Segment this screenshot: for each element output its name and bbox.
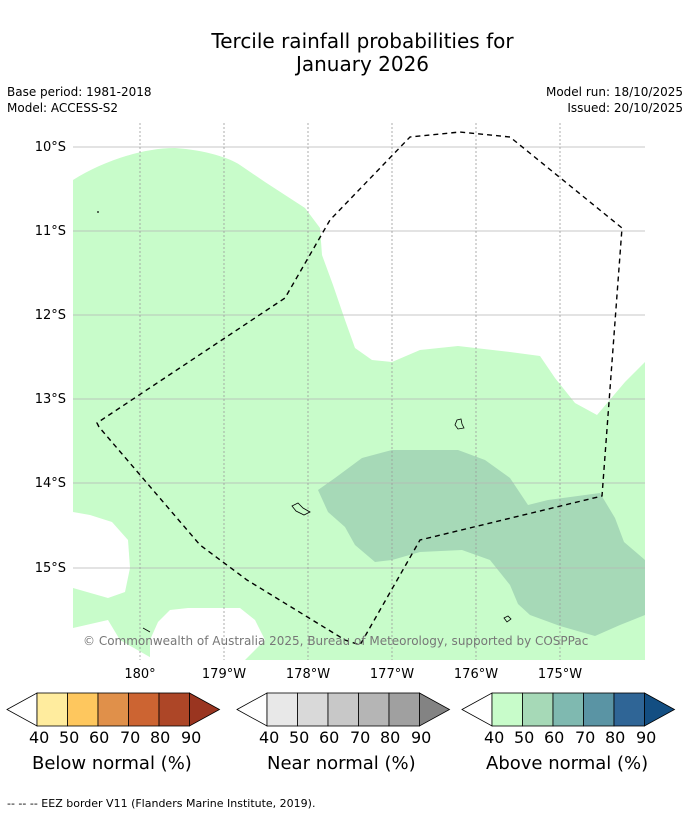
white-area-west — [73, 512, 130, 598]
lon-label: 177°W — [370, 667, 414, 682]
colorbar-below-normal — [6, 692, 221, 727]
lat-label: 13°S — [35, 392, 66, 407]
cb-tick: 60 — [89, 728, 110, 747]
cb-tick: 60 — [319, 728, 340, 747]
white-area-south — [150, 608, 265, 660]
lat-label: 14°S — [35, 476, 66, 491]
lon-label: 179°W — [202, 667, 246, 682]
colorbar-caption-above: Above normal (%) — [486, 753, 649, 774]
colorbar-segment — [97, 692, 129, 727]
colorbar-segment — [613, 692, 645, 727]
colorbar-segment — [36, 692, 68, 727]
cb-tick: 80 — [605, 728, 626, 747]
colorbar-caption-near: Near normal (%) — [267, 753, 416, 774]
colorbar-segment — [158, 692, 190, 727]
issued-date: Issued: 20/10/2025 — [567, 101, 683, 115]
cb-tick: 70 — [350, 728, 371, 747]
cb-tick: 40 — [29, 728, 50, 747]
lat-label: 12°S — [35, 308, 66, 323]
island-dot-icon — [97, 211, 99, 213]
colorbar-segment — [491, 692, 523, 727]
colorbar-segment — [297, 692, 329, 727]
title-line-2: January 2026 — [295, 52, 430, 76]
cb-tick: 40 — [484, 728, 505, 747]
colorbar-segment — [388, 692, 420, 727]
meridians — [139, 123, 561, 660]
lon-label: 178°W — [286, 667, 330, 682]
gridlines — [73, 146, 645, 569]
island-icon — [291, 502, 311, 516]
cb-tick: 90 — [411, 728, 432, 747]
colorbar-under-triangle — [461, 692, 493, 727]
base-period: Base period: 1981-2018 — [7, 85, 152, 99]
colorbar-over-triangle — [189, 692, 221, 727]
lat-label: 15°S — [35, 561, 66, 576]
island-icon — [142, 627, 151, 633]
lon-label: 180° — [124, 667, 155, 682]
meta-left: Base period: 1981-2018 Model: ACCESS-S2 — [7, 84, 152, 116]
colorbar-under-triangle — [6, 692, 38, 727]
colorbar-segment — [266, 692, 298, 727]
cb-tick: 50 — [59, 728, 80, 747]
cb-tick: 40 — [259, 728, 280, 747]
cb-tick: 50 — [289, 728, 310, 747]
latitude-labels: 10°S 11°S 12°S 13°S 14°S 15°S — [35, 140, 66, 576]
lon-label: 176°W — [454, 667, 498, 682]
meta-right: Model run: 18/10/2025 Issued: 20/10/2025 — [546, 84, 683, 116]
cb-tick: 50 — [514, 728, 535, 747]
model-name: Model: ACCESS-S2 — [7, 101, 119, 115]
colorbar-segment — [128, 692, 160, 727]
colorbar-over-triangle — [419, 692, 451, 727]
colorbar-segment — [583, 692, 615, 727]
colorbar-segment — [552, 692, 584, 727]
title-line-1: Tercile rainfall probabilities for — [211, 29, 514, 53]
lat-label: 10°S — [35, 140, 66, 155]
island-icon — [503, 615, 512, 623]
colorbar-segment — [358, 692, 390, 727]
colorbar-segment — [327, 692, 359, 727]
colorbar-segment — [522, 692, 554, 727]
colorbar-near-normal — [236, 692, 451, 727]
longitude-labels: 180° 179°W 178°W 177°W 176°W 175°W — [124, 667, 582, 682]
model-run: Model run: 18/10/2025 — [545, 85, 683, 99]
lon-label: 175°W — [538, 667, 582, 682]
cb-tick: 90 — [181, 728, 202, 747]
colorbar-over-triangle — [644, 692, 676, 727]
eez-footnote: -- -- -- EEZ border V11 (Flanders Marine… — [7, 797, 316, 810]
cb-tick: 70 — [575, 728, 596, 747]
colorbar-segment — [67, 692, 99, 727]
cb-tick: 70 — [120, 728, 141, 747]
cb-tick: 80 — [380, 728, 401, 747]
colorbar-above-normal — [461, 692, 676, 727]
lat-label: 11°S — [35, 224, 66, 239]
cb-tick: 60 — [544, 728, 565, 747]
island-icon — [454, 418, 465, 430]
copyright-notice: © Commonwealth of Australia 2025, Bureau… — [83, 634, 588, 648]
colorbar-under-triangle — [236, 692, 268, 727]
map-title: Tercile rainfall probabilities for Janua… — [0, 30, 690, 76]
above-normal-50-60-region — [318, 450, 645, 636]
colorbar-caption-below: Below normal (%) — [32, 753, 192, 774]
cb-tick: 80 — [150, 728, 171, 747]
cb-tick: 90 — [636, 728, 657, 747]
